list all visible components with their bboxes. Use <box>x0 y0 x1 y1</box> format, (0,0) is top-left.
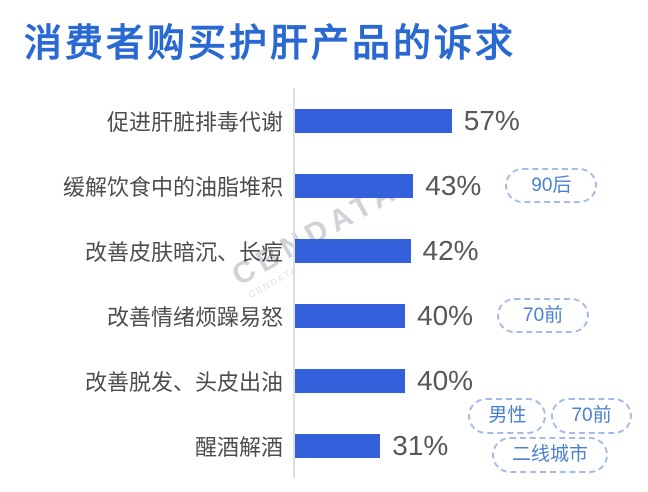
badge-cluster: 男性 70前 二线城市 <box>452 398 648 473</box>
category-label: 改善皮肤暗沉、长痘 <box>84 239 283 265</box>
category-label: 改善脱发、头皮出油 <box>84 369 283 395</box>
bar <box>295 303 405 328</box>
value-label: 42% <box>422 234 479 266</box>
badge-90hou: 90后 <box>505 167 598 204</box>
value-label: 31% <box>392 429 449 461</box>
badge-cluster-line: 二线城市 <box>491 436 608 473</box>
bar-row: 改善情绪烦躁易怒 40% 70前 <box>0 283 648 348</box>
badge-erxianchengshi: 二线城市 <box>491 436 608 473</box>
bar-row: 缓解饮食中的油脂堆积 43% 90后 <box>0 153 648 218</box>
page-title: 消费者购买护肝产品的诉求 <box>24 23 517 65</box>
bar-row: 改善脱发、头皮出油 40% <box>0 348 648 413</box>
bar <box>295 238 411 263</box>
badge-nanxing: 男性 <box>468 398 547 434</box>
bar-row: 促进肝脏排毒代谢 57% <box>0 88 648 153</box>
axis-line <box>293 88 295 478</box>
category-label: 缓解饮食中的油脂堆积 <box>62 174 283 200</box>
bar <box>295 108 452 133</box>
category-label: 促进肝脏排毒代谢 <box>106 109 283 135</box>
category-label: 醒酒解酒 <box>194 434 283 460</box>
badge-70qian: 70前 <box>497 297 590 334</box>
badge-cluster-line: 男性 70前 <box>468 398 632 434</box>
value-label: 40% <box>417 299 474 331</box>
bar <box>295 368 405 393</box>
badge-70qian: 70前 <box>551 398 632 434</box>
value-label: 43% <box>425 169 482 201</box>
bar <box>295 173 414 198</box>
bar-row: 醒酒解酒 31% <box>0 413 648 478</box>
bar-chart: 促进肝脏排毒代谢 57% 缓解饮食中的油脂堆积 43% 90后 改善皮肤暗沉、长… <box>0 88 648 478</box>
value-label: 57% <box>463 104 520 136</box>
bar <box>295 433 381 458</box>
value-label: 40% <box>417 364 474 396</box>
category-label: 改善情绪烦躁易怒 <box>106 304 283 330</box>
bar-row: 改善皮肤暗沉、长痘 42% <box>0 218 648 283</box>
